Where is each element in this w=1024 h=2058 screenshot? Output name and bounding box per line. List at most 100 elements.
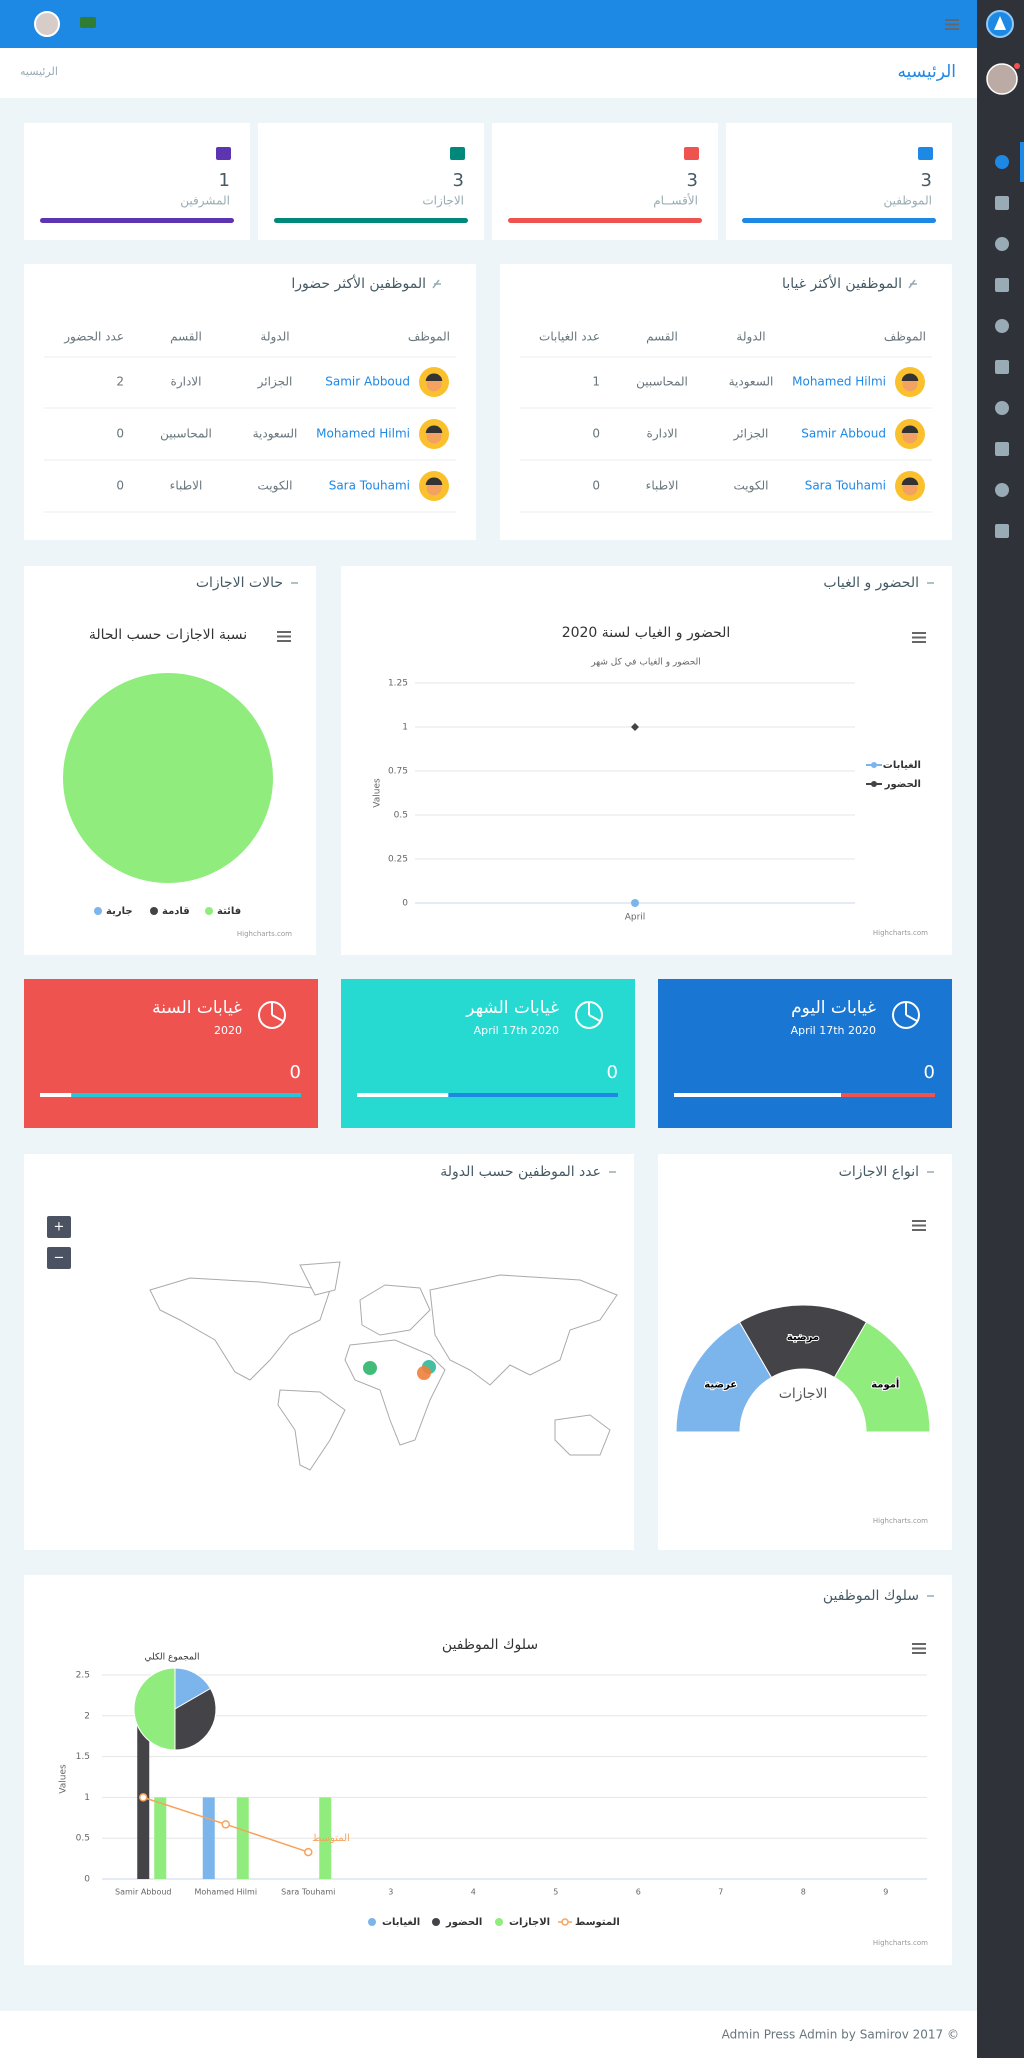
sidebar-icon (995, 524, 1009, 538)
stat-icon (450, 147, 465, 160)
pie-slice (63, 673, 273, 883)
y-tick-label: 0.75 (388, 767, 408, 777)
menu-icon (945, 28, 959, 30)
country-marker[interactable] (417, 1366, 431, 1380)
table-cell: الادارة (171, 375, 202, 390)
table-cell: الاطباء (170, 479, 203, 493)
absence-card (658, 979, 952, 1128)
avatar-hair (901, 425, 919, 433)
bar (319, 1797, 332, 1879)
pie-slice (174, 1667, 212, 1710)
table-cell: الكويت (258, 479, 293, 494)
menu-icon (912, 636, 926, 639)
pie-slice (133, 1667, 176, 1751)
pie-slice (738, 1304, 868, 1379)
card-title: غيابات اليوم (791, 998, 876, 1018)
stat-label: الموظفين (883, 194, 932, 209)
bar (154, 1797, 167, 1879)
card-title: انواع الاجازات (839, 1164, 919, 1180)
legend-label: الغيابات (382, 1917, 420, 1928)
pie-slice (174, 1687, 217, 1751)
y-tick-label: 0.25 (388, 855, 408, 865)
table-cell: 1 (592, 375, 600, 389)
sidebar-icon (995, 442, 1009, 456)
menu-icon (945, 23, 959, 26)
point-marker (139, 1793, 148, 1802)
x-tick-label: Sara Touhami (281, 1888, 335, 1897)
menu-icon (277, 635, 291, 638)
column-header: الدولة (736, 330, 765, 345)
table-cell: 2 (116, 375, 124, 389)
sidebar-icon (995, 278, 1009, 292)
menu-icon (912, 1229, 926, 1231)
employee-name: Sara Touhami (329, 479, 410, 493)
x-tick-label: 4 (471, 1888, 476, 1897)
stat-icon (684, 147, 699, 160)
card-title: سلوك الموظفين (823, 1588, 919, 1604)
zoom-button (47, 1216, 71, 1238)
legend-label: جارية (106, 906, 133, 917)
land (429, 1274, 618, 1386)
menu-icon (912, 1220, 926, 1222)
stat-bar (508, 218, 702, 223)
legend-label: الحضور (884, 779, 921, 790)
avatar-hair (425, 373, 443, 381)
sidebar-icon (995, 196, 1009, 210)
pie-title: المجموع الكلي (144, 1653, 199, 1663)
x-tick-label: 5 (553, 1888, 558, 1897)
legend-marker (94, 907, 102, 915)
table-cell: السعودية (253, 427, 298, 442)
bar (236, 1797, 249, 1879)
avatar-hair (901, 373, 919, 381)
employee-name: Sara Touhami (805, 479, 886, 493)
stat-bar (274, 218, 468, 223)
card-value: 0 (607, 1062, 618, 1083)
y-tick-label: 2 (84, 1711, 90, 1721)
card-title: حالات الاجازات (196, 575, 283, 591)
card-icon-wedge (588, 1002, 601, 1022)
status-dot (1014, 63, 1020, 69)
stat-icon (918, 147, 933, 160)
y-tick-label: 1.5 (76, 1752, 90, 1762)
sidebar-avatar[interactable] (986, 63, 1018, 95)
legend-marker (871, 781, 877, 787)
line-label: المتوسط (312, 1833, 350, 1844)
y-tick-label: 1 (402, 723, 408, 733)
card-title: عدد الموظفين حسب الدولة (440, 1164, 601, 1180)
sidebar-icon (995, 237, 1009, 251)
menu-icon (912, 1647, 926, 1650)
table-cell: المحاسبين (160, 427, 212, 442)
table-card (500, 264, 952, 540)
bar (202, 1797, 215, 1879)
point-marker (631, 723, 639, 731)
user-avatar[interactable] (34, 11, 60, 37)
y-tick-label: 1.25 (388, 679, 408, 689)
y-tick-label: 0.5 (76, 1834, 90, 1844)
stat-bar (40, 218, 234, 223)
expand-icon (908, 279, 916, 289)
table-cell: 0 (116, 427, 124, 441)
stat-value: 3 (453, 170, 464, 191)
language-flag (80, 17, 96, 28)
table-cell: الكويت (734, 479, 769, 494)
avatar-hair (425, 425, 443, 433)
stat-value: 1 (219, 170, 230, 191)
land (359, 1284, 431, 1336)
chart-card (341, 566, 952, 955)
country-marker[interactable] (363, 1361, 377, 1375)
footer-text: Admin Press Admin by Samirov 2017 © (722, 2028, 959, 2042)
menu-icon (277, 640, 291, 642)
sidebar-icon (995, 155, 1009, 169)
menu-icon (912, 1652, 926, 1654)
legend-label: الاجازات (509, 1917, 550, 1928)
column-header: عدد الحضور (63, 330, 124, 345)
employee-name: Mohamed Hilmi (316, 427, 410, 441)
column-header: الموظف (408, 330, 450, 345)
table-cell: 0 (592, 427, 600, 441)
legend-marker (561, 1918, 569, 1926)
legend-marker (432, 1918, 440, 1926)
x-tick-label: Samir Abboud (115, 1888, 172, 1897)
table-cell: 0 (116, 479, 124, 493)
point-marker (631, 899, 639, 907)
